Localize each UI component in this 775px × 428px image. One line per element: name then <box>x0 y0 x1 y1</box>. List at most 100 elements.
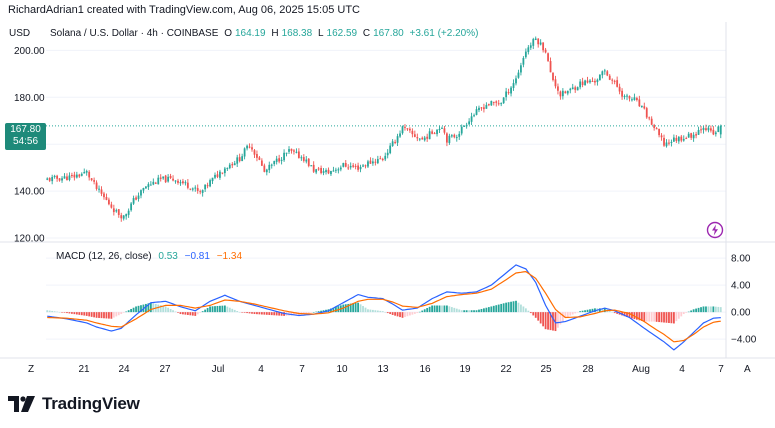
candle-body <box>591 80 594 82</box>
macd-histogram-bar <box>527 310 530 313</box>
macd-histogram-bar <box>71 312 73 314</box>
candle-body <box>162 176 165 179</box>
macd-histogram-bar <box>650 312 653 322</box>
candle-body <box>520 65 522 73</box>
symbol-name[interactable]: Solana / U.S. Dollar · 4h · COINBASE <box>50 28 219 39</box>
macd-histogram-bar <box>100 312 103 319</box>
candle-body <box>103 193 105 198</box>
candle-body <box>586 80 589 83</box>
axis-a-button[interactable]: A <box>744 364 751 375</box>
macd-histogram-bar <box>147 303 150 313</box>
macd-histogram-bar <box>127 310 130 313</box>
macd-histogram-bar <box>90 312 93 317</box>
macd-histogram-bar <box>206 308 209 313</box>
candle-body <box>216 174 219 177</box>
candle-body <box>700 129 702 131</box>
macd-histogram-bar <box>492 305 495 313</box>
macd-histogram-bar <box>643 312 646 322</box>
candle-body <box>719 125 722 135</box>
macd-histogram-bar <box>295 312 298 316</box>
candle-body <box>56 175 59 179</box>
macd-histogram-bar <box>179 312 182 315</box>
candle-body <box>374 161 377 163</box>
candle-body <box>522 57 525 65</box>
lightning-icon[interactable] <box>706 221 724 239</box>
candle-body <box>483 107 485 110</box>
candle-body <box>675 137 678 141</box>
candle-body <box>270 164 273 166</box>
candle-body <box>613 80 616 82</box>
candle-body <box>357 165 359 170</box>
bar-countdown: 54:56 <box>12 136 39 147</box>
candle-body <box>458 133 461 137</box>
macd-histogram-bar <box>700 307 702 313</box>
macd-histogram-bar <box>137 305 140 313</box>
macd-histogram-bar <box>317 311 320 313</box>
macd-histogram-bar <box>177 312 179 313</box>
macd-histogram-bar <box>714 306 717 313</box>
candle-body <box>258 157 261 160</box>
candle-body <box>305 159 308 162</box>
time-axis-label: 19 <box>459 364 471 375</box>
macd-histogram-bar <box>263 312 266 315</box>
macd-histogram-bar <box>394 312 397 316</box>
macd-histogram-bar <box>648 312 651 322</box>
candle-body <box>670 141 673 143</box>
macd-histogram-bar <box>505 302 508 313</box>
candle-body <box>571 87 574 90</box>
macd-axis-label: 4.00 <box>731 281 751 292</box>
macd-histogram-bar <box>623 312 626 317</box>
candle-body <box>273 161 276 165</box>
macd-histogram-bar <box>433 305 436 313</box>
candle-body <box>315 169 318 173</box>
candle-body <box>339 167 342 170</box>
macd-histogram-bar <box>539 312 542 324</box>
macd-histogram-bar <box>579 311 582 313</box>
macd-histogram-bar <box>140 305 142 313</box>
axis-z-button[interactable]: Z <box>28 364 34 375</box>
macd-histogram-bar <box>645 312 648 322</box>
macd-histogram-bar <box>275 312 278 316</box>
macd-histogram-bar <box>194 312 197 316</box>
macd-histogram-bar <box>48 310 51 313</box>
macd-hist-value: 0.53 <box>158 251 178 262</box>
macd-histogram-bar <box>448 306 451 313</box>
candle-body <box>295 151 298 153</box>
candle-body <box>263 165 266 172</box>
candle-body <box>441 127 443 129</box>
macd-histogram-bar <box>209 306 211 313</box>
macd-histogram-bar <box>695 308 697 313</box>
candle-body <box>228 164 231 169</box>
macd-histogram-bar <box>702 306 705 313</box>
candle-body <box>384 155 387 160</box>
macd-histogram-bar <box>260 312 263 315</box>
tradingview-logo[interactable]: TradingView <box>8 394 140 414</box>
candle-body <box>293 150 295 152</box>
candle-body <box>665 142 668 147</box>
macd-histogram-bar <box>717 306 720 313</box>
candle-body <box>653 125 656 128</box>
candle-body <box>574 87 577 90</box>
candle-body <box>539 42 542 45</box>
candle-body <box>312 164 315 172</box>
macd-histogram-bar <box>712 306 715 313</box>
macd-histogram-bar <box>719 307 722 313</box>
macd-histogram-bar <box>510 301 512 313</box>
candle-body <box>532 39 535 46</box>
candle-body <box>650 118 653 125</box>
candle-body <box>396 136 399 143</box>
macd-histogram-bar <box>707 306 710 313</box>
candle-body <box>174 180 177 182</box>
close-value: 167.80 <box>373 28 404 39</box>
candle-body <box>579 81 582 88</box>
candle-body <box>524 51 527 58</box>
macd-title[interactable]: MACD (12, 26, close) <box>56 251 152 262</box>
macd-histogram-bar <box>500 303 503 313</box>
candle-body <box>206 185 209 187</box>
macd-histogram-bar <box>485 307 488 313</box>
macd-histogram-bar <box>347 303 350 313</box>
macd-histogram-bar <box>223 305 226 313</box>
candle-body <box>379 158 382 160</box>
